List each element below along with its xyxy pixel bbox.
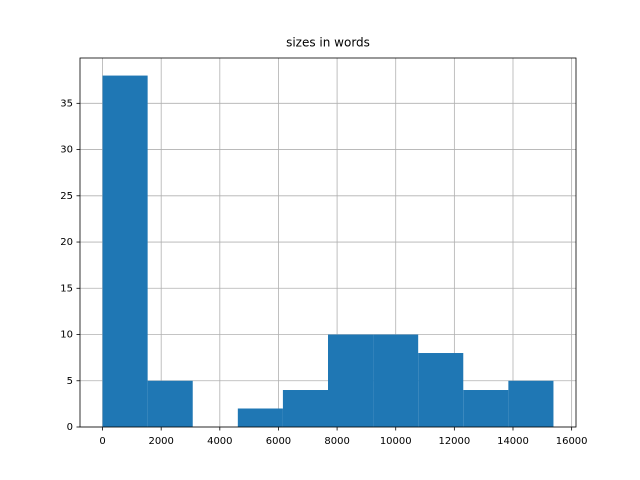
x-tick-label: 16000 — [556, 436, 588, 447]
x-tick-label: 4000 — [207, 436, 232, 447]
y-tick-label: 15 — [60, 283, 73, 294]
plot-frame — [79, 57, 577, 428]
x-tick-label: 14000 — [497, 436, 529, 447]
x-tick-label: 12000 — [438, 436, 470, 447]
y-tick-label: 25 — [60, 191, 73, 202]
x-tick-label: 8000 — [324, 436, 349, 447]
bar — [328, 334, 374, 427]
x-tick-label: 0 — [99, 436, 105, 447]
y-tick-label: 35 — [60, 98, 73, 109]
y-tick-label: 5 — [67, 376, 73, 387]
y-tick-label: 20 — [60, 237, 73, 248]
bar — [147, 380, 193, 427]
bar — [463, 390, 509, 427]
y-tick-label: 0 — [67, 422, 73, 433]
chart-title: sizes in words — [286, 36, 370, 50]
bar — [373, 334, 419, 427]
bar — [282, 390, 328, 427]
x-tick-label: 2000 — [148, 436, 173, 447]
x-tick-label: 6000 — [266, 436, 291, 447]
y-tick-label: 10 — [60, 330, 73, 341]
bar — [418, 353, 464, 427]
bar — [102, 75, 148, 428]
bar — [508, 380, 554, 427]
y-tick-label: 30 — [60, 145, 73, 156]
x-tick-label: 10000 — [380, 436, 412, 447]
bar — [237, 408, 283, 427]
